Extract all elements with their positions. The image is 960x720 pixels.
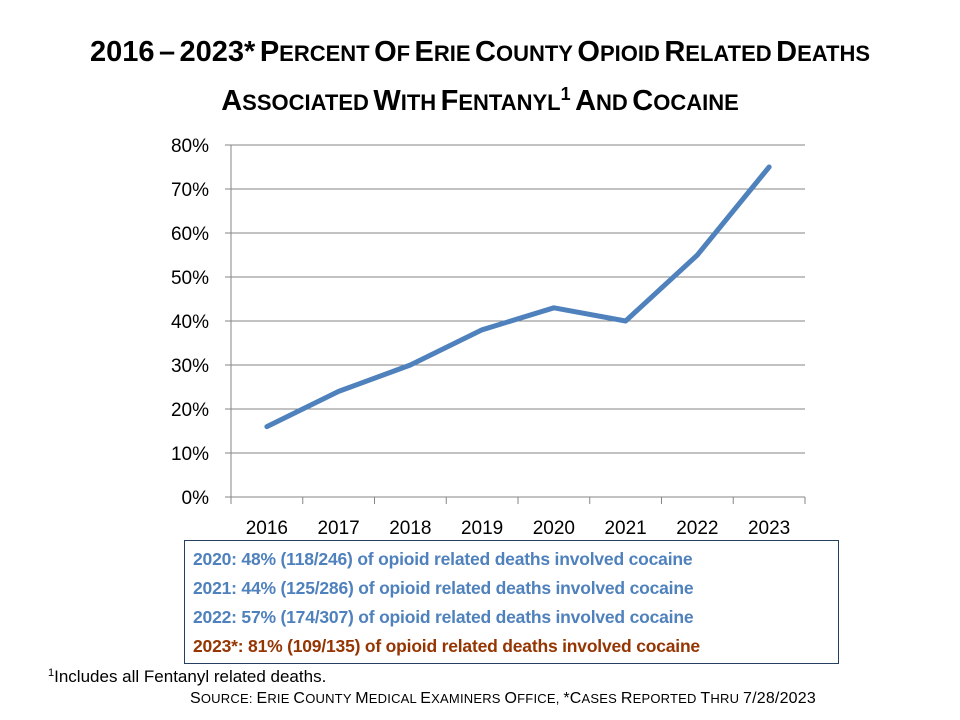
x-tick-label: 2020 [533,518,575,539]
note-2020: 2020: 48% (118/246) of opioid related de… [193,549,693,569]
series-line [264,164,772,430]
footnote-marker: 1 [48,667,55,679]
x-tick-label: 2022 [676,518,718,539]
y-tick-label: 30% [171,356,209,377]
x-tick-label: 2021 [604,518,646,539]
footnote: 1Includes all Fentanyl related deaths. [48,667,326,687]
title-footnote-marker: 1 [560,84,571,104]
source-note: SOURCE: ERIE COUNTY MEDICAL EXAMINERS OF… [190,690,816,707]
y-tick-label: 20% [171,400,209,421]
y-tick-label: 70% [171,180,209,201]
line-chart: 0%10%20%30%40%50%60%70%80% 2016 2017 2018 2… [171,136,806,539]
cocaine-notes-box: 2020: 48% (118/246) of opioid related de… [184,540,839,664]
y-tick-label: 0% [182,488,210,509]
y-tick-label: 50% [171,268,209,289]
x-tick-label: 2019 [461,518,503,539]
x-axis [230,145,806,504]
footnote-text: Includes all Fentanyl related deaths. [54,667,327,686]
y-tick-label: 40% [171,312,209,333]
note-2023: 2023*: 81% (109/135) of opioid related d… [193,636,700,656]
y-tick-label: 80% [171,136,209,157]
x-axis-tick-labels: 2016 2017 2018 2019 2020 2021 2022 2023 [246,518,791,539]
y-axis-tick-labels: 0% 10% 20% 30% 40% 50% 60% 70% 80% [171,136,209,509]
chart-title: 2016 – 2023* PERCENT OF ERIE COUNTY OPIO… [0,30,960,128]
y-tick-label: 10% [171,444,209,465]
y-tick-label: 60% [171,224,209,245]
x-tick-label: 2018 [389,518,431,539]
chart-title-line-1: 2016 – 2023* PERCENT OF ERIE COUNTY OPIO… [89,36,871,68]
note-2021: 2021: 44% (125/286) of opioid related de… [193,578,694,598]
x-tick-label: 2017 [317,518,359,539]
chart-title-line-2: ASSOCIATED WITH FENTANYL1 AND COCAINE [221,84,739,117]
x-tick-label: 2023 [748,518,790,539]
gridlines [225,144,805,498]
series-group [264,164,772,430]
x-tick-label: 2016 [246,518,288,539]
note-2022: 2022: 57% (174/307) of opioid related de… [193,607,694,627]
